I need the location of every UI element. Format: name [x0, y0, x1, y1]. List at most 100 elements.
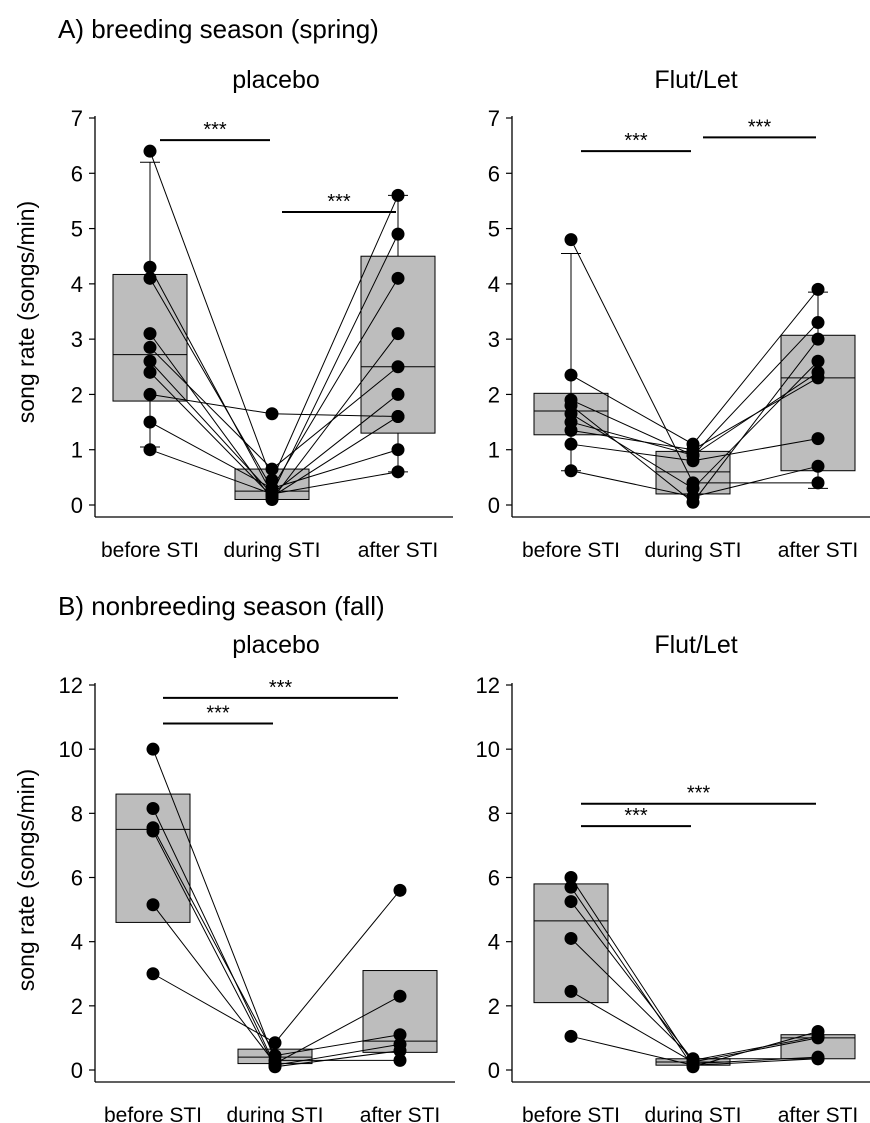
y-tick-label: 5	[71, 217, 83, 242]
data-point	[564, 233, 578, 247]
y-tick-label: 1	[488, 438, 500, 463]
data-point	[143, 415, 157, 429]
data-point	[564, 437, 578, 451]
y-tick-label: 10	[476, 737, 500, 762]
panel-b-flutlet-title: Flut/Let	[654, 631, 737, 659]
panel-a-flutlet: 0 1 2 3 4 5 6 7 before STI during STI after STI ***…	[488, 106, 870, 562]
significance-label: ***	[327, 191, 351, 213]
data-point	[564, 368, 578, 382]
y-tick-label: 6	[71, 161, 83, 186]
y-tick-label: 6	[488, 866, 500, 891]
data-point	[811, 459, 825, 473]
x-tick-label: after STI	[778, 539, 859, 562]
data-point	[564, 423, 578, 437]
data-point	[391, 410, 405, 424]
data-point	[143, 340, 157, 354]
y-tick-label: 0	[488, 493, 500, 518]
data-point	[143, 260, 157, 274]
y-tick-label: 6	[71, 866, 83, 891]
y-tick-label: 8	[488, 801, 500, 826]
data-point	[393, 883, 407, 897]
y-tick-label: 4	[71, 272, 83, 297]
data-point	[564, 984, 578, 998]
data-point	[686, 454, 700, 468]
data-point	[564, 871, 578, 884]
x-tick-label: after STI	[778, 1104, 859, 1123]
y-tick-label: 2	[71, 994, 83, 1019]
panel-a-placebo: 0 1 2 3 4 5 6 7 before STI during STI after STI ***…	[71, 106, 453, 562]
data-point	[391, 271, 405, 285]
y-tick-label: 10	[59, 737, 83, 762]
data-point	[146, 898, 160, 912]
data-point	[564, 931, 578, 945]
significance-label: ***	[269, 677, 293, 699]
data-point	[143, 365, 157, 379]
data-point	[146, 802, 160, 816]
y-tick-label: 5	[488, 217, 500, 242]
significance-label: ***	[203, 119, 227, 141]
data-point	[393, 1028, 407, 1042]
data-point	[391, 327, 405, 341]
significance-label: ***	[624, 130, 648, 152]
significance-label: ***	[748, 116, 772, 138]
data-point	[146, 824, 160, 838]
data-point	[265, 487, 279, 501]
data-point	[391, 360, 405, 374]
data-point	[564, 880, 578, 894]
y-tick-label: 2	[488, 382, 500, 407]
data-point	[268, 1036, 282, 1050]
y-tick-label: 2	[71, 382, 83, 407]
data-point	[265, 407, 279, 421]
data-point	[391, 465, 405, 479]
data-point	[811, 1031, 825, 1045]
data-point	[391, 387, 405, 401]
data-point	[146, 742, 160, 756]
data-point	[811, 332, 825, 346]
x-tick-label: before STI	[104, 1104, 202, 1123]
section-b-title: B) nonbreeding season (fall)	[58, 591, 385, 621]
x-tick-label: before STI	[522, 1104, 620, 1123]
y-tick-label: 4	[488, 272, 500, 297]
data-point	[564, 895, 578, 909]
data-point	[811, 371, 825, 385]
data-point	[143, 327, 157, 341]
y-tick-label: 12	[476, 673, 500, 698]
data-point	[686, 1058, 700, 1072]
data-point	[143, 271, 157, 285]
ylabel-top: song rate (songs/min)	[13, 201, 39, 423]
y-tick-label: 0	[71, 1058, 83, 1083]
y-tick-label: 0	[488, 1058, 500, 1083]
data-point	[811, 432, 825, 446]
panel-b-placebo: 0 2 4 6 8 10 12 before STI during STI after STI **…	[59, 673, 455, 1123]
y-tick-label: 3	[71, 327, 83, 352]
x-tick-label: before STI	[101, 539, 199, 562]
data-point	[564, 1029, 578, 1043]
ylabel-bottom: song rate (songs/min)	[13, 769, 39, 991]
x-tick-label: during STI	[227, 1104, 324, 1123]
panel-b-placebo-title: placebo	[232, 631, 320, 659]
data-point	[811, 354, 825, 368]
x-tick-label: after STI	[358, 539, 439, 562]
data-point	[686, 443, 700, 457]
panel-b-flutlet: 0 2 4 6 8 10 12 before STI during STI after STI **…	[476, 673, 870, 1123]
data-point	[143, 387, 157, 401]
significance-label: ***	[624, 805, 648, 827]
y-tick-label: 1	[71, 438, 83, 463]
y-tick-label: 6	[488, 161, 500, 186]
data-point	[391, 227, 405, 241]
data-point	[811, 476, 825, 490]
y-tick-label: 7	[71, 106, 83, 131]
y-tick-label: 2	[488, 994, 500, 1019]
significance-label: ***	[206, 703, 230, 725]
data-point	[564, 464, 578, 478]
x-tick-label: during STI	[645, 1104, 742, 1123]
data-point	[811, 1052, 825, 1066]
data-point	[265, 462, 279, 476]
data-point	[811, 316, 825, 330]
y-tick-label: 4	[488, 930, 500, 955]
x-tick-label: during STI	[224, 539, 321, 562]
data-point	[143, 354, 157, 368]
panel-a-placebo-title: placebo	[232, 66, 320, 94]
data-point	[143, 144, 157, 158]
